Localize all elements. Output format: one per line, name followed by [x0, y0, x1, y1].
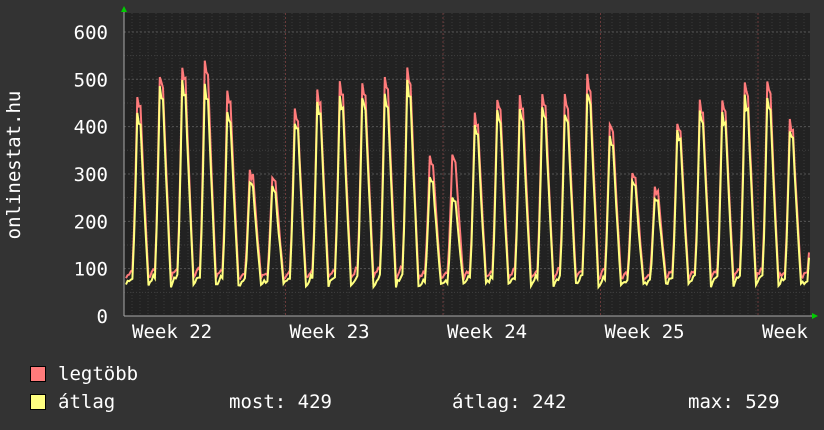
y-axis-label: onlinestat.hu [3, 91, 25, 240]
legend-swatch-max [30, 366, 46, 382]
y-tick-label: 500 [74, 69, 108, 91]
y-tick-label: 600 [74, 22, 108, 44]
x-tick-label: Week 24 [447, 321, 527, 343]
chart-area: 0 100 200 300 400 500 600 Week 22 Week 23 Week 24… [3, 6, 818, 343]
legend-item-avg: átlag [30, 391, 115, 413]
x-axis-arrow [812, 313, 818, 319]
y-tick-label: 200 [74, 211, 108, 233]
x-tick-label: Week 22 [132, 321, 212, 343]
legend-label-avg: átlag [58, 391, 116, 413]
y-tick-label: 100 [74, 259, 108, 281]
y-tick-label: 300 [74, 164, 108, 186]
stat-average: átlag: 242 [452, 391, 567, 413]
y-axis-arrow [121, 6, 127, 12]
legend-label-max: legtöbb [58, 363, 139, 385]
legend-item-max: legtöbb [30, 363, 138, 385]
stat-current: most: 429 [229, 391, 332, 413]
y-tick-label: 0 [97, 306, 108, 328]
legend-swatch-avg [30, 394, 46, 410]
series-line-avg [125, 79, 810, 290]
x-tick-label: Week 23 [290, 321, 370, 343]
x-tick-label: Week [762, 321, 808, 343]
x-tick-label: Week 25 [605, 321, 685, 343]
y-tick-label: 400 [74, 117, 108, 139]
stat-max: max: 529 [688, 391, 780, 413]
